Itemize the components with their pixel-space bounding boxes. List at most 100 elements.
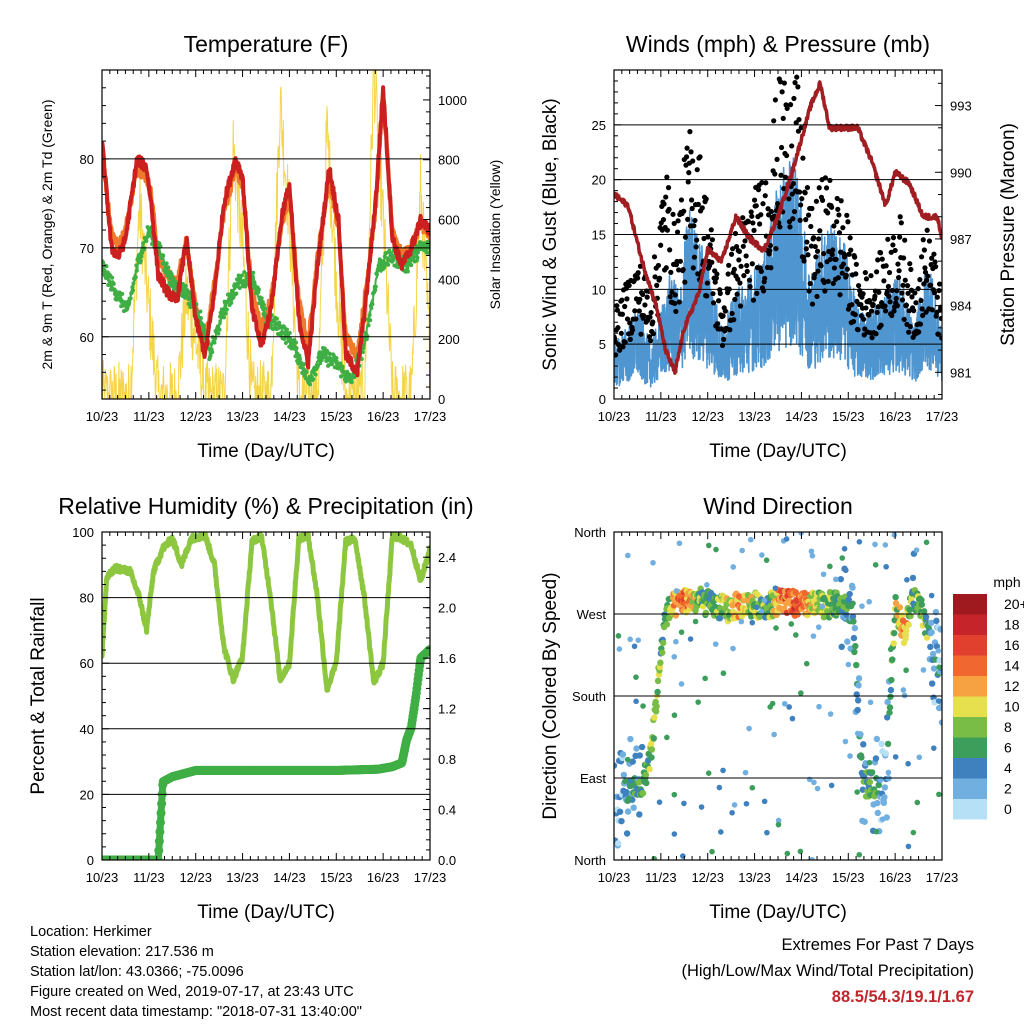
gust-point (705, 234, 711, 240)
legend-swatch (953, 696, 987, 717)
winds-chart: Winds (mph) & Pressure (mb) Time (Day/UTC… (540, 31, 1019, 462)
direction-point (850, 600, 856, 607)
gust-point (821, 279, 827, 286)
direction-point (889, 656, 896, 663)
direction-point (923, 634, 931, 641)
gust-point (695, 201, 701, 207)
direction-point (616, 808, 624, 815)
gust-point (939, 335, 942, 341)
gust-point (938, 315, 942, 322)
gust-point (874, 309, 880, 316)
gust-point (713, 275, 719, 281)
gust-point (647, 338, 654, 344)
gust-point (827, 177, 833, 183)
direction-point (730, 564, 737, 570)
gust-point (853, 261, 859, 267)
direction-point (797, 848, 804, 855)
gust-point (624, 296, 630, 302)
x-tick-label: 11/23 (133, 870, 165, 885)
dewpoint-point (409, 263, 414, 268)
gust-point (811, 235, 817, 241)
gust-point (627, 336, 633, 342)
gust-point (635, 270, 641, 276)
legend-swatch (953, 758, 987, 779)
y-tick-label: 60 (80, 330, 94, 345)
direction-point (856, 539, 863, 545)
gust-point (787, 224, 793, 230)
dewpoint-point (120, 291, 125, 296)
gust-point (699, 205, 705, 211)
direction-point (673, 588, 680, 594)
direction-point (883, 714, 891, 721)
gust-point (650, 331, 656, 337)
gust-point (637, 263, 644, 269)
gust-point (789, 143, 795, 149)
gust-point (920, 237, 926, 243)
direction-point (929, 650, 937, 658)
direction-point (927, 643, 934, 651)
dewpoint-point (104, 264, 109, 269)
dewpoint-point (339, 374, 344, 379)
gust-point (899, 297, 906, 303)
chart-title: Wind Direction (703, 493, 853, 519)
gust-point (926, 238, 933, 244)
y-tick-label: 20 (592, 173, 606, 188)
x-tick-label: 10/23 (598, 870, 631, 885)
gust-point (688, 197, 695, 203)
direction-point (901, 692, 908, 699)
direction-point (803, 660, 810, 667)
gust-point (868, 308, 875, 314)
direction-point (858, 754, 865, 761)
gust-point (919, 306, 925, 312)
gust-point (900, 282, 906, 288)
gust-point (794, 74, 800, 80)
gust-point (744, 262, 750, 269)
gust-point (742, 238, 748, 244)
direction-point (846, 590, 853, 598)
gust-point (714, 271, 720, 277)
gust-point (658, 242, 664, 248)
gust-point (869, 335, 875, 341)
direction-point (819, 603, 826, 610)
gust-point (646, 334, 653, 340)
direction-point (671, 712, 678, 719)
direction-point (646, 765, 653, 773)
direction-point (839, 555, 846, 561)
gust-point (936, 281, 942, 287)
legend-swatch (953, 717, 987, 738)
y-right-tick-label: 993 (950, 99, 972, 114)
dewpoint-point (311, 377, 316, 382)
x-tick-label: 16/23 (879, 409, 912, 424)
legend-swatch (953, 594, 987, 615)
direction-point (775, 817, 782, 824)
direction-point (786, 704, 792, 710)
y-tick-label: 80 (80, 152, 94, 167)
gust-point (636, 308, 642, 314)
gust-point (680, 267, 686, 273)
gust-point (929, 255, 935, 261)
direction-point (879, 816, 886, 822)
direction-point (906, 606, 913, 614)
created-text: Figure created on Wed, 2019-07-17, at 23… (30, 984, 354, 1000)
gust-point (650, 319, 656, 325)
gust-point (672, 292, 678, 298)
gust-point (795, 84, 801, 90)
direction-point (657, 659, 664, 666)
location-text: Location: Herkimer (30, 924, 152, 940)
gust-point (922, 265, 928, 271)
gust-point (796, 116, 802, 123)
direction-point (678, 629, 685, 635)
gust-point (884, 289, 890, 295)
direction-point (743, 800, 750, 807)
gust-point (772, 171, 778, 177)
direction-point (884, 740, 892, 748)
gust-point (801, 258, 807, 264)
gust-point (831, 223, 837, 229)
dewpoint-point (150, 242, 155, 247)
gust-point (751, 197, 758, 203)
gust-point (777, 79, 784, 85)
direction-point (873, 828, 880, 835)
gust-point (862, 269, 868, 276)
direction-point (928, 680, 936, 687)
gust-point (839, 270, 845, 276)
